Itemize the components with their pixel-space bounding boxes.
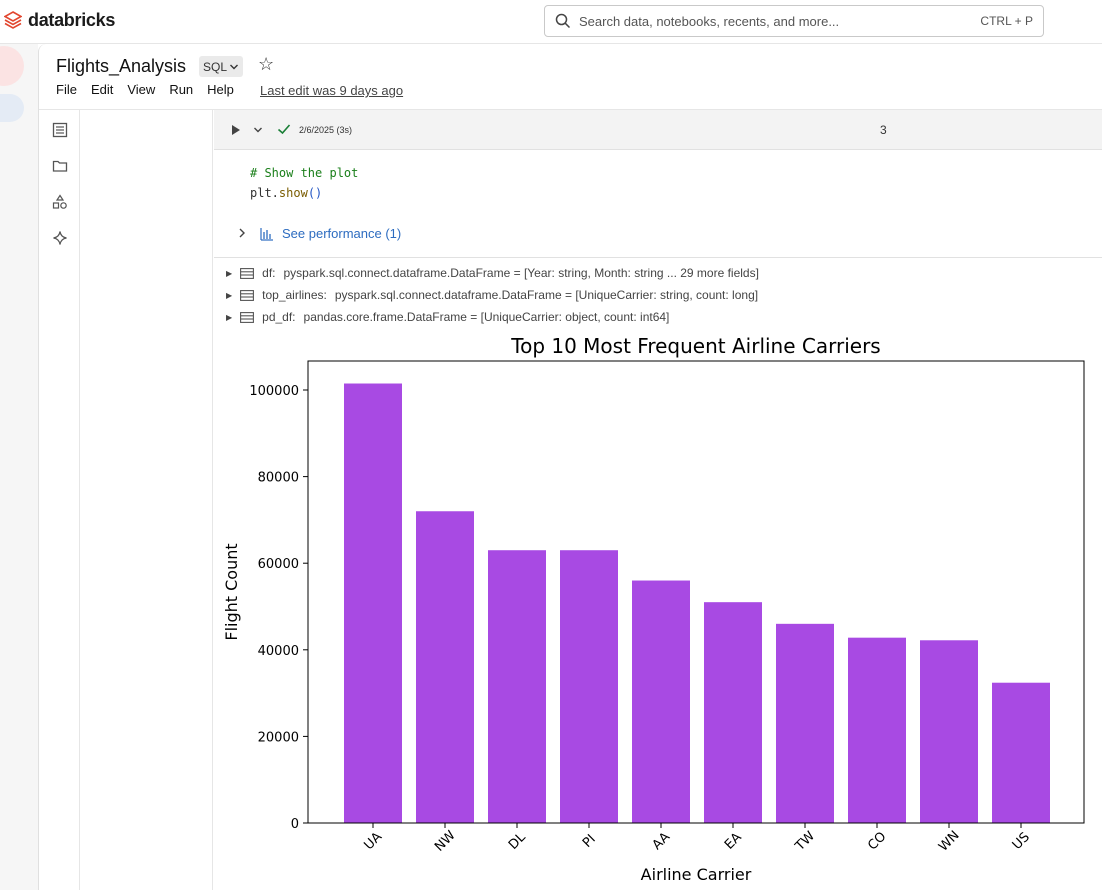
search-shortcut: CTRL + P — [980, 14, 1033, 28]
variable-value: pyspark.sql.connect.dataframe.DataFrame … — [283, 266, 759, 280]
search-placeholder: Search data, notebooks, recents, and mor… — [579, 13, 840, 29]
x-tick-label: NW — [432, 828, 459, 855]
y-tick-label: 0 — [291, 817, 299, 832]
variable-row[interactable]: ▶ top_airlines: pyspark.sql.connect.data… — [226, 284, 759, 306]
menu-edit[interactable]: Edit — [90, 82, 114, 97]
bar-nw — [416, 511, 474, 823]
x-tick-label: DL — [506, 829, 529, 852]
run-cell-icon[interactable] — [231, 124, 241, 136]
menu-view[interactable]: View — [127, 82, 156, 97]
variable-value: pyspark.sql.connect.dataframe.DataFrame … — [334, 288, 759, 302]
table-icon — [240, 289, 255, 301]
bar-dl — [488, 550, 546, 823]
x-tick-label: US — [1010, 830, 1033, 853]
expand-triangle-icon[interactable]: ▶ — [226, 312, 233, 322]
x-tick-label: UA — [362, 829, 386, 853]
variable-name: df: — [262, 266, 276, 280]
y-axis-label: Flight Count — [222, 543, 241, 640]
brand-name: databricks — [28, 10, 116, 30]
x-tick-label: TW — [792, 829, 818, 855]
cell-header: 2/6/2025 (3s) 3 — [214, 110, 1102, 150]
y-tick-label: 80000 — [258, 471, 299, 486]
language-selector[interactable]: SQL — [199, 56, 244, 77]
search-icon — [555, 13, 571, 29]
sidebar-new-button[interactable] — [0, 46, 24, 86]
bar-pi — [560, 550, 618, 823]
y-tick-label: 20000 — [258, 730, 299, 745]
bar-aa — [632, 580, 690, 823]
x-tick-label: WN — [936, 828, 963, 855]
variable-row[interactable]: ▶ df: pyspark.sql.connect.dataframe.Data… — [226, 262, 759, 284]
code-editor[interactable]: # Show the plot plt.show() — [250, 163, 358, 203]
code-line: plt.show() — [250, 183, 358, 203]
bar-ua — [344, 383, 402, 823]
x-tick-label: AA — [650, 830, 674, 854]
databricks-logo[interactable]: databricks — [4, 10, 115, 31]
notebook-cell: 2/6/2025 (3s) 3 # Show the plot plt.show… — [214, 110, 1102, 890]
shapes-icon[interactable] — [51, 193, 69, 211]
workspace-sidebar — [0, 44, 38, 890]
chart-title: Top 10 Most Frequent Airline Carriers — [510, 334, 880, 358]
cell-divider — [214, 257, 1102, 258]
variable-name: top_airlines: — [262, 288, 327, 302]
global-search[interactable]: Search data, notebooks, recents, and mor… — [544, 5, 1044, 37]
y-tick-label: 40000 — [258, 644, 299, 659]
expand-triangle-icon[interactable]: ▶ — [226, 268, 233, 278]
databricks-logo-icon — [4, 10, 22, 29]
plot-frame — [307, 360, 1085, 824]
y-tick-label: 100000 — [249, 384, 299, 399]
notebook-title[interactable]: Flights_Analysis — [56, 56, 187, 76]
see-performance-label: See performance (1) — [282, 226, 402, 241]
variable-value: pandas.core.frame.DataFrame = [UniqueCar… — [303, 310, 670, 324]
sidebar-active-item[interactable] — [0, 94, 24, 122]
bar-chart-icon — [260, 227, 273, 241]
see-performance[interactable]: See performance (1) — [238, 226, 401, 241]
bar-us — [992, 682, 1050, 823]
x-axis-ticks: UA NW DL PI AA EA TW CO WN US — [362, 823, 1033, 855]
menu-run[interactable]: Run — [169, 82, 194, 97]
x-tick-label: EA — [722, 830, 745, 853]
x-axis-label: Airline Carrier — [641, 865, 752, 884]
expand-triangle-icon[interactable]: ▶ — [226, 290, 233, 300]
table-icon — [240, 267, 255, 279]
bar-co — [848, 637, 906, 823]
chevron-down-icon — [230, 64, 239, 69]
plot-output: Top 10 Most Frequent Airline Carriers Fl… — [213, 330, 1102, 890]
assistant-sparkle-icon[interactable] — [51, 229, 69, 247]
side-panel — [80, 110, 213, 890]
notebook-icon-rail — [39, 110, 80, 890]
language-label: SQL — [203, 59, 228, 74]
variable-explorer: ▶ df: pyspark.sql.connect.dataframe.Data… — [226, 262, 759, 328]
y-axis-ticks: 0 20000 40000 60000 80000 100000 — [249, 384, 308, 832]
folder-icon[interactable] — [51, 157, 69, 175]
variable-row[interactable]: ▶ pd_df: pandas.core.frame.DataFrame = [… — [226, 306, 759, 328]
variable-name: pd_df: — [262, 310, 296, 324]
x-tick-label: CO — [865, 829, 889, 853]
y-tick-label: 60000 — [258, 557, 299, 572]
chevron-down-icon[interactable] — [253, 123, 263, 137]
code-parens: () — [307, 186, 323, 200]
top-bar: databricks Search data, notebooks, recen… — [0, 0, 1102, 44]
table-of-contents-icon[interactable] — [51, 121, 69, 139]
menu-help[interactable]: Help — [207, 82, 234, 97]
favorite-star-icon[interactable]: ☆ — [258, 54, 275, 74]
run-info: 2/6/2025 (3s) — [299, 125, 353, 135]
menu-file[interactable]: File — [56, 82, 77, 97]
chevron-right-icon — [238, 227, 246, 241]
x-tick-label: PI — [580, 832, 599, 851]
code-function: show — [278, 186, 308, 200]
bar-chart: Top 10 Most Frequent Airline Carriers Fl… — [222, 334, 1085, 884]
bar-series — [344, 383, 1050, 823]
table-icon — [240, 311, 255, 323]
last-edit-link[interactable]: Last edit was 9 days ago — [260, 83, 404, 98]
header-divider — [39, 109, 1102, 110]
code-object: plt. — [250, 186, 279, 200]
code-comment: # Show the plot — [250, 166, 359, 180]
notebook-menu: File Edit View Run Help — [56, 82, 234, 97]
bar-tw — [776, 623, 834, 823]
bar-ea — [704, 602, 762, 823]
success-check-icon — [277, 124, 291, 135]
cell-number: 3 — [880, 123, 887, 137]
bar-wn — [920, 640, 978, 823]
